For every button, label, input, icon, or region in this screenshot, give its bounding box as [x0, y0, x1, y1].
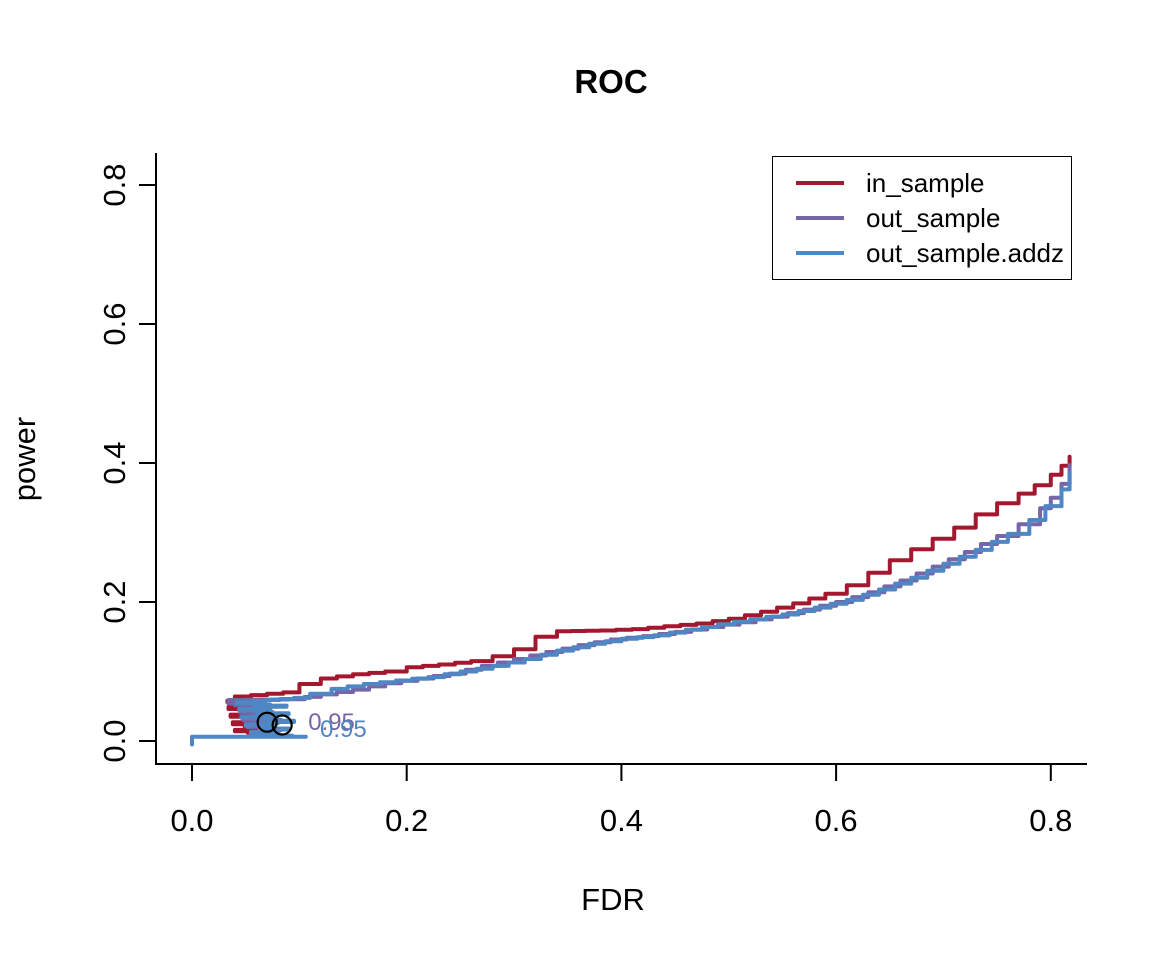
- curve-out_sample: [226, 463, 1072, 736]
- legend-entry-in-sample: in_sample: [773, 170, 1071, 196]
- x-tick-label: 0.0: [170, 803, 213, 838]
- x-axis-label: FDR: [581, 882, 645, 917]
- legend-line-swatch: [796, 251, 844, 255]
- y-axis-label: power: [7, 416, 42, 502]
- y-tick-label: 0.0: [97, 719, 132, 762]
- axis-lines: [155, 153, 1087, 765]
- chart-title: ROC: [574, 63, 648, 100]
- x-tick-label: 0.8: [1029, 803, 1072, 838]
- x-tick-label: 0.6: [815, 803, 858, 838]
- threshold-marker-circle: [271, 714, 293, 736]
- legend: in_sample out_sample out_sample.addz: [772, 156, 1072, 280]
- y-tick-label: 0.4: [97, 441, 132, 484]
- legend-label: out_sample.addz: [866, 238, 1065, 268]
- legend-line-swatch: [796, 181, 844, 185]
- x-tick-label: 0.4: [600, 803, 643, 838]
- legend-entry-out-sample: out_sample: [773, 205, 1071, 231]
- legend-label: in_sample: [866, 168, 985, 198]
- y-tick-label: 0.6: [97, 302, 132, 345]
- legend-line-swatch: [796, 216, 844, 220]
- threshold-annotation: 0.95: [320, 716, 367, 743]
- y-tick-label: 0.8: [97, 163, 132, 206]
- x-tick-label: 0.2: [385, 803, 428, 838]
- y-tick-label: 0.2: [97, 580, 132, 623]
- legend-entry-out-sample-addz: out_sample.addz: [773, 240, 1071, 266]
- curve-out_sample.addz: [190, 470, 1072, 747]
- threshold-annotation: 0.95: [308, 709, 355, 736]
- legend-label: out_sample: [866, 203, 1001, 233]
- threshold-marker-circle: [256, 711, 278, 733]
